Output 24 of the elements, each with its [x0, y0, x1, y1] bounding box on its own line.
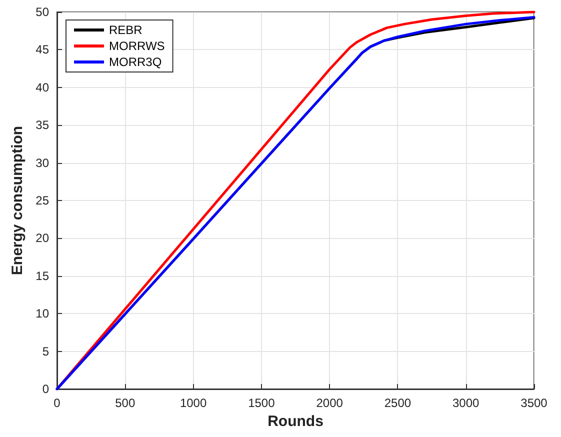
y-tick-label: 35 — [36, 118, 50, 132]
y-tick-label: 15 — [36, 268, 50, 283]
y-tick-label: 45 — [36, 42, 50, 57]
y-tick-label: 30 — [36, 156, 50, 170]
legend-label: MORR3Q — [109, 55, 162, 69]
legend-label: MORRWS — [109, 39, 165, 53]
y-tick-label: 0 — [42, 382, 50, 396]
x-tick-label: 1000 — [180, 396, 207, 410]
x-tick-label: 2000 — [316, 396, 344, 410]
x-tick-label: 3000 — [452, 396, 480, 410]
y-axis-title: Energy consumption — [8, 126, 26, 276]
y-tick-label: 20 — [36, 231, 50, 246]
x-tick-label: 500 — [115, 396, 136, 410]
y-tick-label: 5 — [42, 344, 50, 358]
x-tick-label: 0 — [54, 396, 61, 410]
x-axis-title: Rounds — [268, 412, 324, 430]
x-tick-label: 2500 — [384, 396, 412, 410]
x-tick-label: 1500 — [248, 396, 276, 410]
y-tick-label: 10 — [36, 306, 50, 321]
legend-label: REBR — [109, 23, 143, 37]
y-tick-label: 40 — [36, 80, 50, 94]
y-tick-label: 50 — [36, 5, 50, 19]
y-tick-label: 25 — [36, 194, 50, 208]
x-tick-label: 3500 — [520, 396, 548, 410]
